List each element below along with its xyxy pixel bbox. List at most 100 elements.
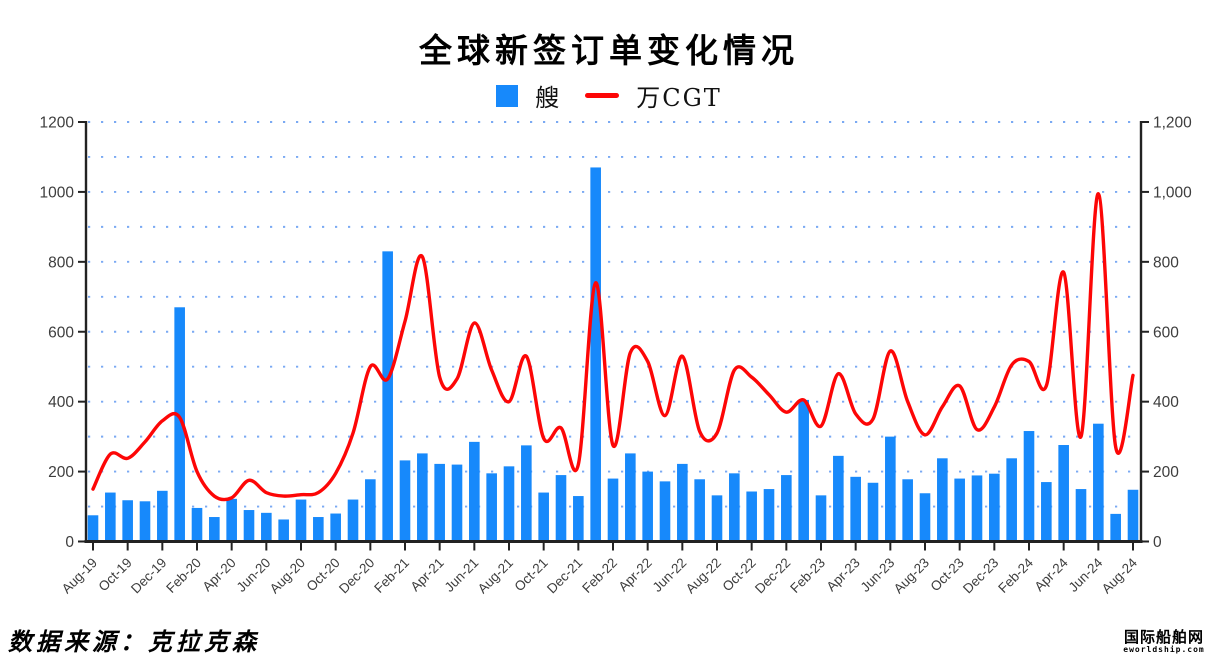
x-axis-tick-label: Oct-20 xyxy=(304,555,343,594)
bar xyxy=(174,307,185,541)
x-axis-tick-label: Dec-23 xyxy=(960,555,1001,596)
bar xyxy=(937,458,948,541)
right-axis-tick-label: 1,200 xyxy=(1153,115,1192,132)
bar xyxy=(382,251,393,542)
x-axis-tick-label: Apr-23 xyxy=(824,555,863,594)
bar xyxy=(87,515,99,541)
bar xyxy=(139,501,151,541)
bar xyxy=(781,475,792,541)
bar xyxy=(295,499,307,541)
left-axis-tick-label: 200 xyxy=(48,464,74,481)
x-axis-tick-label: Aug-21 xyxy=(475,555,516,596)
x-axis-tick-label: Aug-20 xyxy=(267,555,308,596)
bar xyxy=(1023,431,1035,541)
bar xyxy=(243,510,255,541)
watermark-site-name: 国际船舶网 xyxy=(1123,628,1204,646)
bar xyxy=(105,492,116,541)
bar xyxy=(729,473,740,541)
bar xyxy=(919,493,931,541)
bar xyxy=(330,513,341,541)
bar xyxy=(1075,489,1087,541)
x-axis-tick-label: Aug-19 xyxy=(59,555,100,596)
bar xyxy=(399,460,411,541)
bar xyxy=(486,473,497,541)
right-axis-tick-label: 1,000 xyxy=(1153,184,1192,201)
x-axis-tick-label: Feb-20 xyxy=(163,555,204,596)
bar xyxy=(226,498,237,541)
bar xyxy=(815,495,827,541)
x-axis-tick-label: Apr-21 xyxy=(408,555,447,594)
bar xyxy=(278,519,289,541)
bar xyxy=(607,478,619,541)
bar xyxy=(625,453,636,541)
bar xyxy=(503,466,515,541)
bar xyxy=(642,471,653,541)
y-axis-labels: 0 0 200 200 400 400 600 600 800 800 1000 1,000 1200 1… xyxy=(40,115,1193,552)
chart-title: 全球新签订单变化情况 xyxy=(419,31,799,70)
right-axis-tick-label: 800 xyxy=(1153,254,1179,271)
bar xyxy=(1127,489,1139,541)
x-axis-tick-label: Feb-24 xyxy=(995,555,1036,596)
bar xyxy=(261,512,272,541)
bar xyxy=(694,479,705,541)
right-axis-tick-label: 600 xyxy=(1153,324,1179,341)
bar xyxy=(417,453,428,541)
x-axis-tick-label: Dec-21 xyxy=(544,555,585,596)
x-axis-tick-label: Oct-19 xyxy=(96,555,135,594)
x-axis-tick-label: Dec-22 xyxy=(752,555,793,596)
bar-series xyxy=(87,167,1139,542)
bar xyxy=(763,489,775,541)
x-axis-labels: Aug-19Oct-19Dec-19Feb-20Apr-20Jun-20Aug-… xyxy=(59,542,1140,596)
left-axis-tick-label: 1200 xyxy=(40,115,75,132)
x-axis-tick-label: Aug-22 xyxy=(683,555,724,596)
bar xyxy=(902,479,913,541)
bar xyxy=(1041,482,1052,541)
bar xyxy=(521,445,532,541)
bar xyxy=(434,463,445,541)
x-axis-tick-label: Dec-20 xyxy=(336,555,377,596)
x-axis-tick-label: Jun-21 xyxy=(442,555,482,595)
x-axis-tick-label: Apr-24 xyxy=(1032,555,1072,595)
right-axis-tick-label: 400 xyxy=(1153,394,1179,411)
x-axis-tick-label: Jun-22 xyxy=(650,555,690,595)
legend: 艘 万CGT xyxy=(0,78,1218,113)
x-axis-tick-label: Feb-23 xyxy=(787,555,828,596)
bar xyxy=(833,455,844,541)
left-axis-tick-label: 600 xyxy=(48,324,74,341)
line-series-swatch-icon xyxy=(585,93,620,98)
x-axis-tick-label: Feb-21 xyxy=(371,555,412,596)
bar xyxy=(157,490,168,541)
bar xyxy=(209,517,220,541)
bar xyxy=(954,478,965,541)
gridlines xyxy=(88,121,1140,508)
bar xyxy=(313,517,324,541)
bar xyxy=(451,464,463,541)
x-axis-tick-label: Apr-20 xyxy=(200,555,239,594)
left-axis-tick-label: 1000 xyxy=(40,184,75,201)
legend-label-cgt: 万CGT xyxy=(636,84,722,112)
bar xyxy=(590,167,601,541)
bar xyxy=(971,475,983,541)
right-axis-tick-label: 200 xyxy=(1153,464,1179,481)
bar xyxy=(1006,458,1017,541)
bar xyxy=(122,500,133,541)
bar xyxy=(1093,423,1104,541)
bar xyxy=(347,499,359,541)
bar xyxy=(1110,513,1121,541)
x-axis-tick-label: Dec-19 xyxy=(128,555,169,596)
bar xyxy=(555,475,567,541)
legend-label-ships: 艘 xyxy=(535,84,562,112)
left-axis-tick-label: 800 xyxy=(48,254,74,271)
right-axis-tick-label: 0 xyxy=(1153,534,1162,551)
x-axis-tick-label: Aug-23 xyxy=(891,555,932,596)
bar xyxy=(989,473,1000,541)
bar xyxy=(538,492,549,541)
bar xyxy=(746,491,757,541)
legend-item-cgt: 万CGT xyxy=(585,78,722,113)
bar xyxy=(1058,445,1069,541)
bar xyxy=(573,496,584,541)
bar xyxy=(677,463,688,541)
source-note: 数据来源：克拉克森 xyxy=(8,627,260,656)
bar xyxy=(191,507,203,541)
